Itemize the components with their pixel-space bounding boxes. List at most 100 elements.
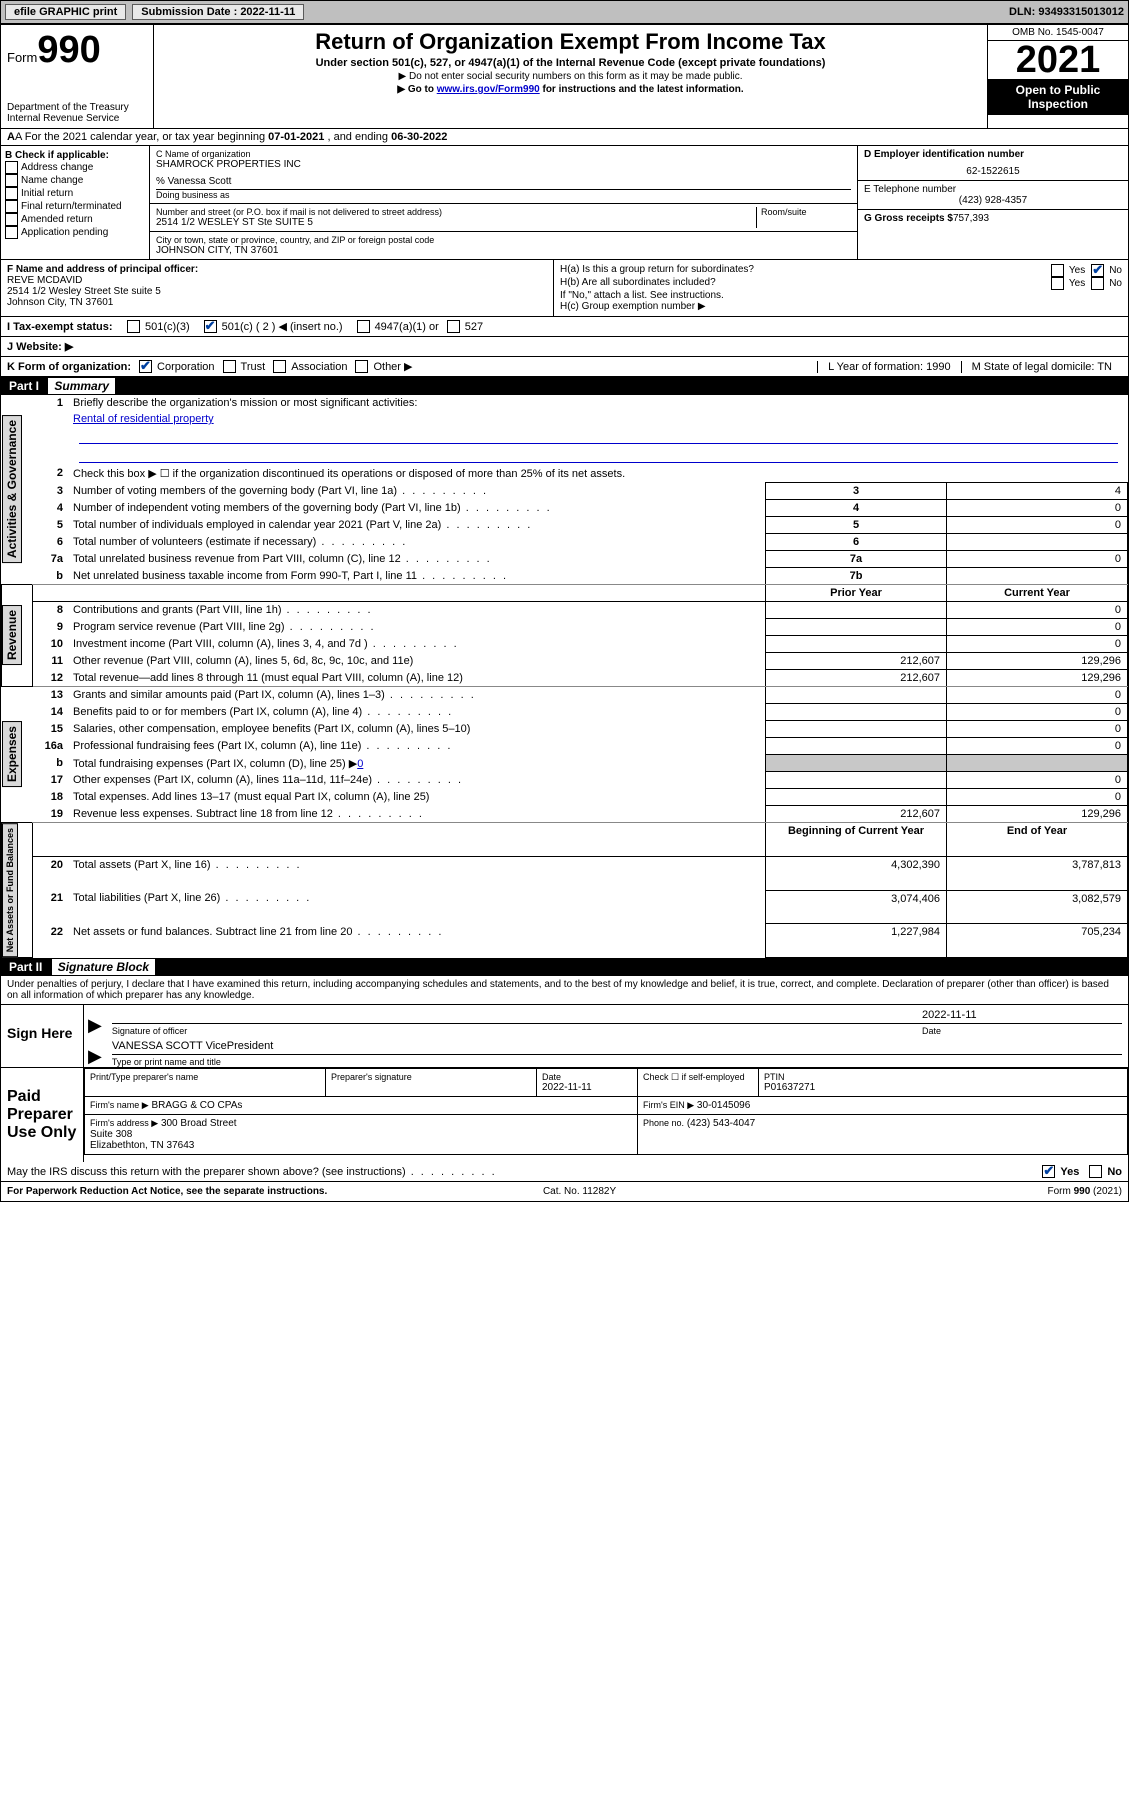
efile-topbar: efile GRAPHIC print Submission Date : 20… [0,0,1129,24]
g-gross-block: G Gross receipts $757,393 [858,210,1128,227]
chk-pending-label: Application pending [21,227,108,238]
col-b-checkboxes: B Check if applicable: Address change Na… [1,146,150,259]
col-end: End of Year [947,823,1128,857]
dept-treasury: Department of the Treasury Internal Reve… [7,102,147,124]
e16c: 0 [947,738,1128,755]
firm-name: BRAGG & CO CPAs [151,1100,242,1111]
line15: Salaries, other compensation, employee b… [69,721,766,738]
col-current: Current Year [947,585,1128,602]
ha-no[interactable]: No [1091,264,1122,277]
chk-final[interactable]: Final return/terminated [5,200,145,213]
chk-501c3[interactable]: 501(c)(3) [127,320,190,333]
chk-pending[interactable]: Application pending [5,226,145,239]
e14p [766,704,947,721]
hc-label: H(c) Group exemption number ▶ [560,301,1122,312]
mission-text[interactable]: Rental of residential property [73,413,214,425]
sig-officer-line: 2022-11-11 [112,1007,1122,1024]
line12: Total revenue—add lines 8 through 11 (mu… [69,670,766,687]
e13c: 0 [947,687,1128,704]
form-title: Return of Organization Exempt From Incom… [160,29,981,55]
e17p [766,772,947,789]
row-j-website: J Website: ▶ [1,337,1128,357]
col-begin: Beginning of Current Year [766,823,947,857]
firm-ein: 30-0145096 [697,1100,750,1111]
summary-table: Activities & Governance 1 Briefly descri… [1,395,1128,958]
form-subtitle: Under section 501(c), 527, or 4947(a)(1)… [160,57,981,69]
r8c: 0 [947,602,1128,619]
col-d-ein: D Employer identification number 62-1522… [858,146,1128,259]
line16b: Total fundraising expenses (Part IX, col… [69,755,766,772]
form-number: Form990 [7,29,147,72]
r12c: 129,296 [947,670,1128,687]
chk-address[interactable]: Address change [5,161,145,174]
chk-address-label: Address change [21,162,93,173]
chk-amended[interactable]: Amended return [5,213,145,226]
hb-yes[interactable]: Yes [1051,277,1085,290]
e18p [766,789,947,806]
sign-right: ▶ 2022-11-11 Signature of officer Date ▶… [84,1005,1128,1067]
n21e: 3,082,579 [947,890,1128,924]
discuss-yes[interactable]: Yes [1042,1165,1079,1178]
chk-corp[interactable]: Corporation [139,360,214,373]
line7a-label: Total unrelated business revenue from Pa… [69,551,766,568]
row-a-mid: , and ending [324,131,391,143]
city-label: City or town, state or province, country… [156,235,851,245]
street-address: 2514 1/2 WESLEY ST Ste SUITE 5 [156,217,756,228]
open-to-public: Open to Public Inspection [988,79,1128,115]
part1-num: Part I [9,379,39,393]
chk-4947[interactable]: 4947(a)(1) or [357,320,439,333]
line11: Other revenue (Part VIII, column (A), li… [69,653,766,670]
line17: Other expenses (Part IX, column (A), lin… [69,772,766,789]
line16a: Professional fundraising fees (Part IX, … [69,738,766,755]
sig-date-value: 2022-11-11 [922,1009,1122,1021]
preparer-table: Print/Type preparer's name Preparer's si… [84,1068,1128,1155]
ha-label: H(a) Is this a group return for subordin… [560,264,1051,277]
note-ssn: ▶ Do not enter social security numbers o… [160,71,981,82]
line6-label: Total number of volunteers (estimate if … [69,534,766,551]
note-post: for instructions and the latest informat… [540,84,744,95]
line16b-val: 0 [357,758,363,770]
r11c: 129,296 [947,653,1128,670]
vlabel-revenue: Revenue [2,605,22,665]
chk-initial[interactable]: Initial return [5,187,145,200]
yes-label: Yes [1069,265,1085,276]
hb-label: H(b) Are all subordinates included? [560,277,1051,290]
form-990-number: 990 [37,29,100,71]
d-label: D Employer identification number [864,149,1122,160]
r11p: 212,607 [766,653,947,670]
opt-other: Other ▶ [373,360,412,373]
sign-here-label: Sign Here [1,1005,84,1067]
care-of: % Vanessa Scott [156,176,851,187]
chk-other[interactable]: Other ▶ [355,360,412,373]
chk-name[interactable]: Name change [5,174,145,187]
chk-527[interactable]: 527 [447,320,483,333]
officer-addr1: 2514 1/2 Wesley Street Ste suite 5 [7,286,547,297]
chk-amended-label: Amended return [21,214,93,225]
line14: Benefits paid to or for members (Part IX… [69,704,766,721]
ha-yes[interactable]: Yes [1051,264,1085,277]
ein-value: 62-1522615 [864,166,1122,177]
r9c: 0 [947,619,1128,636]
officer-name-line: VANESSA SCOTT VicePresident [112,1038,1122,1055]
firm-phone-lbl: Phone no. [643,1118,684,1128]
penalty-statement: Under penalties of perjury, I declare th… [1,976,1128,1004]
chk-trust[interactable]: Trust [223,360,266,373]
chk-initial-label: Initial return [21,188,73,199]
discuss-no[interactable]: No [1089,1165,1122,1178]
irs-link[interactable]: www.irs.gov/Form990 [437,84,540,95]
header-center: Return of Organization Exempt From Incom… [154,25,987,128]
officer-printed: VANESSA SCOTT VicePresident [112,1040,273,1052]
opt-trust: Trust [241,361,266,373]
row-i-tax-status: I Tax-exempt status: 501(c)(3) 501(c) ( … [1,317,1128,337]
chk-501c[interactable]: 501(c) ( 2 ) ◀ (insert no.) [204,320,343,333]
f-officer: F Name and address of principal officer:… [1,260,554,316]
e15p [766,721,947,738]
hb-note: If "No," attach a list. See instructions… [560,290,1122,301]
line19: Revenue less expenses. Subtract line 18 … [69,806,766,823]
org-name: SHAMROCK PROPERTIES INC [156,159,851,170]
chk-assoc[interactable]: Association [273,360,347,373]
e-label: E Telephone number [864,184,1122,195]
sig-arrow-icon: ▶ [84,1005,106,1036]
e16p [766,738,947,755]
hb-no[interactable]: No [1091,277,1122,290]
